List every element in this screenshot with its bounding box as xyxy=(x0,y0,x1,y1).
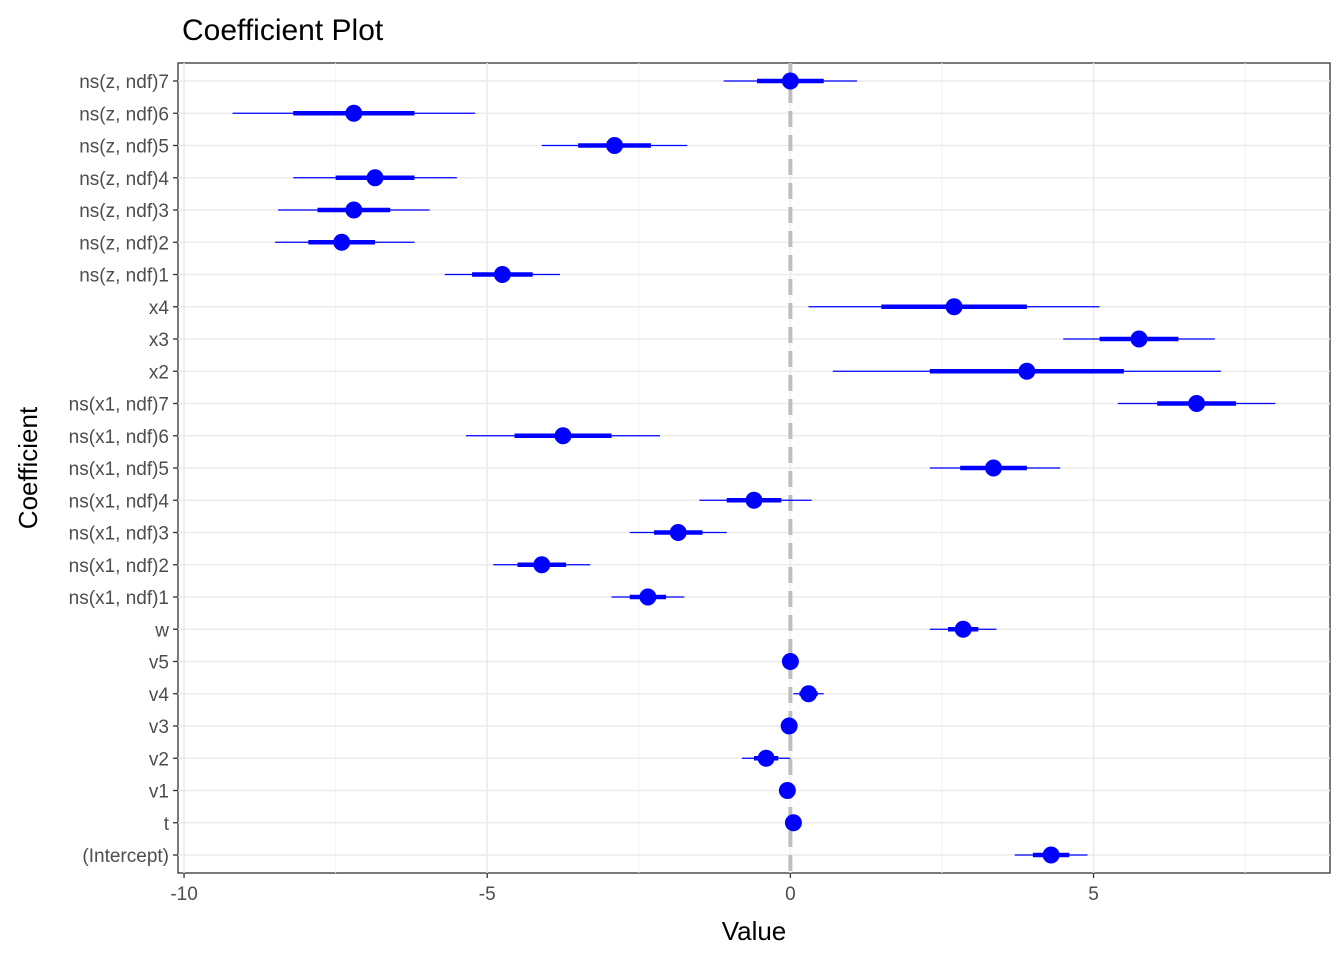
coefficient-row xyxy=(541,137,688,154)
y-tick-label: v3 xyxy=(149,717,169,738)
coefficient-row xyxy=(723,72,858,90)
estimate-point xyxy=(333,233,351,251)
coefficient-row xyxy=(793,685,824,703)
coefficient-row xyxy=(293,169,457,187)
y-tick-label: ns(z, ndf)5 xyxy=(79,137,169,158)
estimate-point xyxy=(345,201,363,219)
coefficient-row xyxy=(929,459,1061,477)
chart-title: Coefficient Plot xyxy=(182,14,384,47)
y-tick-label: ns(x1, ndf)2 xyxy=(69,556,169,577)
estimate-point xyxy=(639,588,657,606)
coefficient-row xyxy=(780,717,798,735)
coefficient-row xyxy=(232,104,476,122)
coefficient-marks xyxy=(232,72,1276,864)
estimate-point xyxy=(945,298,963,316)
coefficient-row xyxy=(781,653,799,670)
coefficient-row xyxy=(778,782,796,799)
y-tick-label: v2 xyxy=(149,749,169,770)
y-tick-label: w xyxy=(154,620,169,641)
estimate-point xyxy=(784,814,802,832)
y-tick-label: ns(z, ndf)7 xyxy=(79,72,169,93)
estimate-point xyxy=(606,137,624,154)
y-tick-label: (Intercept) xyxy=(82,846,169,867)
y-tick-label: x3 xyxy=(149,330,169,351)
y-tick-label: ns(x1, ndf)4 xyxy=(69,491,170,512)
y-tick-label: ns(x1, ndf)6 xyxy=(69,427,169,448)
coefficient-row xyxy=(1014,846,1088,864)
coefficient-row xyxy=(929,620,997,638)
coefficient-row xyxy=(808,298,1100,316)
estimate-point xyxy=(745,491,763,509)
estimate-point xyxy=(345,104,363,122)
coefficient-row xyxy=(278,201,430,219)
y-tick-label: t xyxy=(164,814,170,835)
y-tick-label: v4 xyxy=(149,685,170,706)
estimate-point xyxy=(533,556,551,574)
coefficient-row xyxy=(784,814,802,832)
estimate-point xyxy=(778,782,796,799)
coefficient-row xyxy=(493,556,591,574)
x-tick-label: 0 xyxy=(785,884,796,905)
y-tick-label: ns(z, ndf)3 xyxy=(79,201,169,222)
coefficient-row xyxy=(611,588,685,606)
estimate-point xyxy=(781,653,799,670)
y-tick-label: ns(x1, ndf)1 xyxy=(69,588,169,609)
x-tick-label: -10 xyxy=(170,884,197,905)
y-tick-label: x2 xyxy=(149,362,169,383)
y-tick-labels: (Intercept) t v1 v2 v3 v4 v5 w ns(x1, ndf)1 ns(x1… xyxy=(69,72,178,867)
estimate-point xyxy=(1042,846,1060,864)
estimate-point xyxy=(669,524,687,541)
coefficient-row xyxy=(444,266,560,283)
coefficient-row xyxy=(1063,330,1215,348)
y-tick-label: x4 xyxy=(149,298,170,319)
y-tick-label: ns(z, ndf)6 xyxy=(79,104,169,125)
estimate-point xyxy=(493,266,511,283)
y-tick-label: ns(z, ndf)2 xyxy=(79,233,169,254)
x-tick-labels: -10 -5 0 5 xyxy=(170,873,1099,905)
estimate-point xyxy=(757,749,775,767)
estimate-point xyxy=(800,685,818,703)
coefficient-row xyxy=(741,749,791,767)
y-tick-label: ns(z, ndf)1 xyxy=(79,266,169,287)
estimate-point xyxy=(1018,362,1036,380)
coefficient-row xyxy=(275,233,415,251)
coefficient-row xyxy=(629,524,727,541)
coefficient-row xyxy=(699,491,812,509)
estimate-point xyxy=(1188,395,1206,412)
coefficient-row xyxy=(466,427,661,445)
coefficient-row xyxy=(832,362,1221,380)
y-tick-label: ns(x1, ndf)5 xyxy=(69,459,169,480)
estimate-point xyxy=(1130,330,1148,348)
x-axis-title: Value xyxy=(722,916,787,946)
y-axis-title: Coefficient xyxy=(13,406,43,529)
y-tick-label: ns(z, ndf)4 xyxy=(79,169,169,190)
y-tick-label: ns(x1, ndf)7 xyxy=(69,395,169,416)
estimate-point xyxy=(780,717,798,735)
estimate-point xyxy=(984,459,1002,477)
coefficient-row xyxy=(1117,395,1276,412)
x-tick-label: 5 xyxy=(1088,884,1099,905)
estimate-point xyxy=(781,72,799,90)
y-tick-label: v1 xyxy=(149,782,169,803)
y-tick-label: ns(x1, ndf)3 xyxy=(69,524,169,545)
x-tick-label: -5 xyxy=(479,884,496,905)
estimate-point xyxy=(954,620,972,638)
estimate-point xyxy=(366,169,384,187)
estimate-point xyxy=(554,427,572,445)
y-tick-label: v5 xyxy=(149,653,169,674)
